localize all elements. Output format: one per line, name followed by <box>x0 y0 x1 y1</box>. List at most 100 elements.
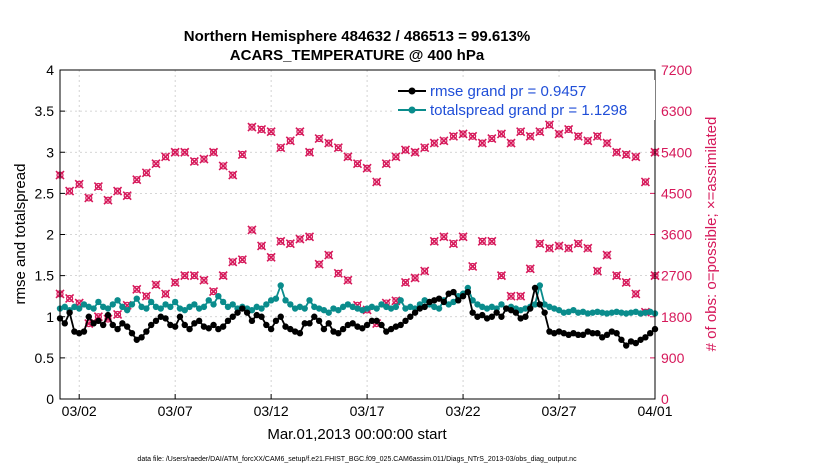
rmse-point <box>647 330 654 337</box>
obs-possible-point-ring <box>286 240 294 248</box>
obs-possible-point-ring <box>593 267 602 275</box>
obs-assimilated-point <box>477 138 487 148</box>
spread-point <box>80 301 88 308</box>
rmse-point <box>85 313 92 320</box>
rmse-point <box>541 309 548 316</box>
obs-possible-point <box>324 250 334 260</box>
obs-assimilated-point-stroke-b <box>631 152 641 162</box>
obs-assimilated-point-ring <box>181 148 189 156</box>
obs-assimilated-point-ring <box>65 187 74 195</box>
rmse-point <box>162 315 169 322</box>
obs-assimilated-point-ring <box>133 176 141 184</box>
obs-possible-point-ring <box>209 288 218 296</box>
spread-point <box>623 310 630 317</box>
left-tick-label: 1.5 <box>35 268 55 284</box>
obs-assimilated-point-ring <box>325 139 333 147</box>
obs-assimilated-point <box>247 122 257 132</box>
obs-assimilated-point <box>151 159 161 169</box>
spread-point <box>608 309 616 316</box>
rmse-point <box>594 330 601 337</box>
rmse-point <box>301 320 308 327</box>
rmse-point <box>277 313 284 320</box>
rmse-point <box>210 321 217 329</box>
chart-title-line2: ACARS_TEMPERATURE @ 400 hPa <box>230 47 485 64</box>
obs-possible-point-stroke-b <box>506 291 516 301</box>
rmse-point <box>109 321 116 329</box>
spread-point <box>301 305 308 312</box>
rmse-point <box>191 320 198 327</box>
left-tick-label: 0.5 <box>35 350 55 366</box>
obs-possible-point-ring <box>190 272 198 280</box>
obs-assimilated-point <box>74 179 84 189</box>
obs-assimilated-point-stroke-b <box>458 129 468 139</box>
obs-possible-point <box>525 264 535 274</box>
rmse-point <box>488 313 496 320</box>
obs-assimilated-point-stroke-b <box>228 170 238 180</box>
obs-possible-point <box>410 273 420 283</box>
obs-assimilated-point-stroke-b <box>525 131 535 141</box>
rmse-point <box>536 301 544 308</box>
obs-assimilated-point-stroke-b <box>602 138 612 148</box>
obs-assimilated-point-stroke-b <box>343 152 353 162</box>
obs-assimilated-point-stroke-b <box>74 179 84 189</box>
obs-assimilated-point-ring <box>497 130 506 138</box>
obs-assimilated-point <box>333 143 343 153</box>
rmse-point <box>493 309 500 316</box>
spread-point <box>541 301 548 308</box>
obs-assimilated-point-ring <box>104 196 112 204</box>
obs-possible-point-ring <box>65 294 74 303</box>
spread-point <box>90 305 97 312</box>
obs-assimilated-point <box>381 159 391 169</box>
obs-assimilated-point-ring <box>219 162 227 170</box>
spread-point <box>584 310 592 317</box>
rmse-point <box>181 321 188 329</box>
obs-possible-point-stroke-b <box>544 243 555 253</box>
obs-possible-point-ring <box>517 292 525 300</box>
rmse-point <box>402 317 409 325</box>
obs-assimilated-point <box>602 138 612 148</box>
rmse-point <box>359 325 366 332</box>
spread-point <box>344 301 352 308</box>
obs-possible-point <box>448 239 459 249</box>
obs-possible-point-stroke-b <box>343 275 353 285</box>
obs-assimilated-point-stroke-b <box>391 152 401 162</box>
rmse-point <box>248 317 256 325</box>
obs-possible-point-stroke-b <box>525 264 535 274</box>
obs-assimilated-point <box>372 177 382 187</box>
obs-assimilated-point-stroke-b <box>573 131 583 141</box>
obs-assimilated-point-ring <box>209 148 218 156</box>
spread-point <box>119 303 126 311</box>
right-tick-label: 900 <box>661 350 685 366</box>
right-tick-label: 0 <box>661 391 669 407</box>
obs-possible-point-stroke-b <box>439 232 449 242</box>
rmse-point <box>114 325 121 333</box>
spread-point <box>248 306 256 314</box>
obs-possible-point <box>189 271 199 281</box>
footer-data-file: data file: /Users/raeder/DAI/ATM_forcXX/… <box>137 456 577 463</box>
obs-assimilated-point-ring <box>536 128 544 136</box>
obs-assimilated-point <box>573 131 583 141</box>
rmse-point <box>282 323 289 330</box>
obs-possible-point-stroke-b <box>199 275 209 285</box>
obs-possible-point-ring <box>142 292 150 300</box>
spread-point <box>373 305 380 312</box>
rmse-point <box>95 317 102 325</box>
obs-assimilated-point-ring <box>161 153 170 161</box>
rmse-point <box>311 313 318 320</box>
rmse-point <box>440 298 448 306</box>
obs-assimilated-point-ring <box>373 178 381 186</box>
spread-point <box>555 306 563 314</box>
obs-possible-point-ring <box>421 267 429 275</box>
spread-point <box>147 298 155 306</box>
obs-possible-point-stroke-b <box>448 239 459 249</box>
rmse-point <box>119 320 126 327</box>
obs-possible-point-ring <box>430 237 438 245</box>
spread-point <box>263 301 270 308</box>
rmse-point <box>407 313 414 320</box>
obs-possible-point-ring <box>622 278 630 287</box>
obs-possible-point <box>113 309 123 320</box>
obs-assimilated-point <box>362 163 372 173</box>
spread-point <box>627 309 635 316</box>
obs-assimilated-point-stroke-b <box>65 186 75 196</box>
obs-assimilated-point-stroke-b <box>468 131 478 141</box>
